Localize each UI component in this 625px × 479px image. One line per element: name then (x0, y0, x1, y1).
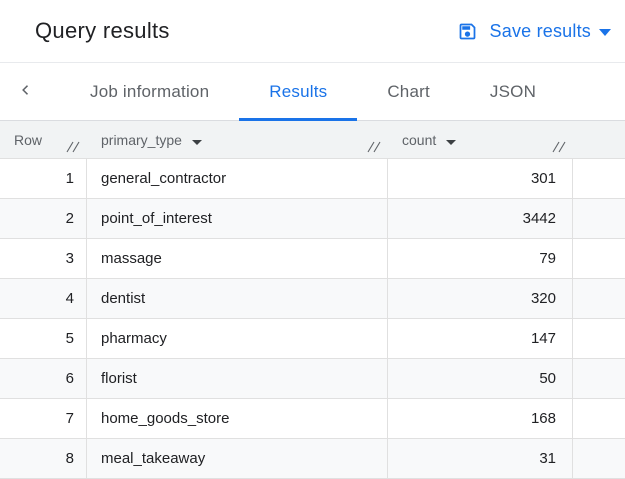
primary-type-cell: point_of_interest (87, 199, 388, 239)
row-number-cell: 3 (0, 239, 87, 279)
row-number-cell: 7 (0, 399, 87, 439)
sort-caret-icon (446, 139, 457, 145)
count-cell: 168 (388, 399, 573, 439)
table-header-row: Row primary_type count (0, 121, 625, 159)
tab-label: Results (269, 81, 328, 101)
dropdown-caret-icon (599, 28, 611, 36)
row-number-cell: 4 (0, 279, 87, 319)
column-header-count[interactable]: count (388, 121, 573, 159)
filler-cell (573, 239, 625, 279)
count-cell: 320 (388, 279, 573, 319)
column-label: count (402, 131, 437, 148)
row-number-cell: 6 (0, 359, 87, 399)
filler-cell (573, 439, 625, 479)
primary-type-cell: florist (87, 359, 388, 399)
table-row: 4 dentist 320 (0, 279, 625, 319)
primary-type-cell: dentist (87, 279, 388, 319)
save-results-button[interactable]: Save results (457, 21, 611, 42)
count-cell: 31 (388, 439, 573, 479)
table-row: 3 massage 79 (0, 239, 625, 279)
filler-cell (573, 359, 625, 399)
resize-handle-icon[interactable] (552, 140, 567, 156)
row-number-cell: 2 (0, 199, 87, 239)
row-number-cell: 5 (0, 319, 87, 359)
tab-label: Job information (90, 81, 210, 101)
primary-type-cell: pharmacy (87, 319, 388, 359)
save-icon (457, 21, 478, 42)
sort-caret-icon (191, 139, 202, 145)
tab-bar: Job information Results Chart JSON (0, 63, 625, 121)
count-cell: 79 (388, 239, 573, 279)
filler-cell (573, 199, 625, 239)
table-row: 5 pharmacy 147 (0, 319, 625, 359)
tab-scroll-left-button[interactable] (0, 63, 60, 120)
column-header-row[interactable]: Row (0, 121, 87, 159)
column-label: primary_type (101, 131, 182, 148)
filler-cell (573, 279, 625, 319)
results-table: Row primary_type count 1 general_contractor… (0, 121, 625, 479)
table-row: 8 meal_takeaway 31 (0, 439, 625, 479)
tab-label: JSON (489, 81, 537, 101)
row-number-cell: 8 (0, 439, 87, 479)
table-row: 2 point_of_interest 3442 (0, 199, 625, 239)
primary-type-cell: massage (87, 239, 388, 279)
count-cell: 301 (388, 159, 573, 199)
filler-cell (573, 399, 625, 439)
row-number-cell: 1 (0, 159, 87, 199)
resize-handle-icon[interactable] (367, 140, 382, 156)
table-row: 1 general_contractor 301 (0, 159, 625, 199)
tab-chart[interactable]: Chart (357, 63, 460, 120)
tab-json[interactable]: JSON (460, 63, 566, 120)
count-cell: 147 (388, 319, 573, 359)
primary-type-cell: general_contractor (87, 159, 388, 199)
primary-type-cell: meal_takeaway (87, 439, 388, 479)
save-results-label: Save results (489, 20, 591, 41)
table-row: 7 home_goods_store 168 (0, 399, 625, 439)
column-label: Row (14, 131, 43, 148)
count-cell: 3442 (388, 199, 573, 239)
primary-type-cell: home_goods_store (87, 399, 388, 439)
column-header-primary_type[interactable]: primary_type (87, 121, 388, 159)
column-header-filler (573, 121, 625, 159)
tab-label: Chart (387, 81, 430, 101)
results-table-body: 1 general_contractor 301 2 point_of_interest… (0, 159, 625, 479)
tab-results[interactable]: Results (239, 63, 358, 121)
count-cell: 50 (388, 359, 573, 399)
table-row: 6 florist 50 (0, 359, 625, 399)
tab-list: Job information Results Chart JSON (60, 63, 566, 121)
filler-cell (573, 319, 625, 359)
chevron-left-icon (15, 80, 35, 103)
tab-job-information[interactable]: Job information (60, 63, 239, 120)
resize-handle-icon[interactable] (66, 140, 81, 156)
filler-cell (573, 159, 625, 199)
page-title: Query results (35, 18, 170, 43)
page-header: Query results Save results (0, 0, 625, 63)
